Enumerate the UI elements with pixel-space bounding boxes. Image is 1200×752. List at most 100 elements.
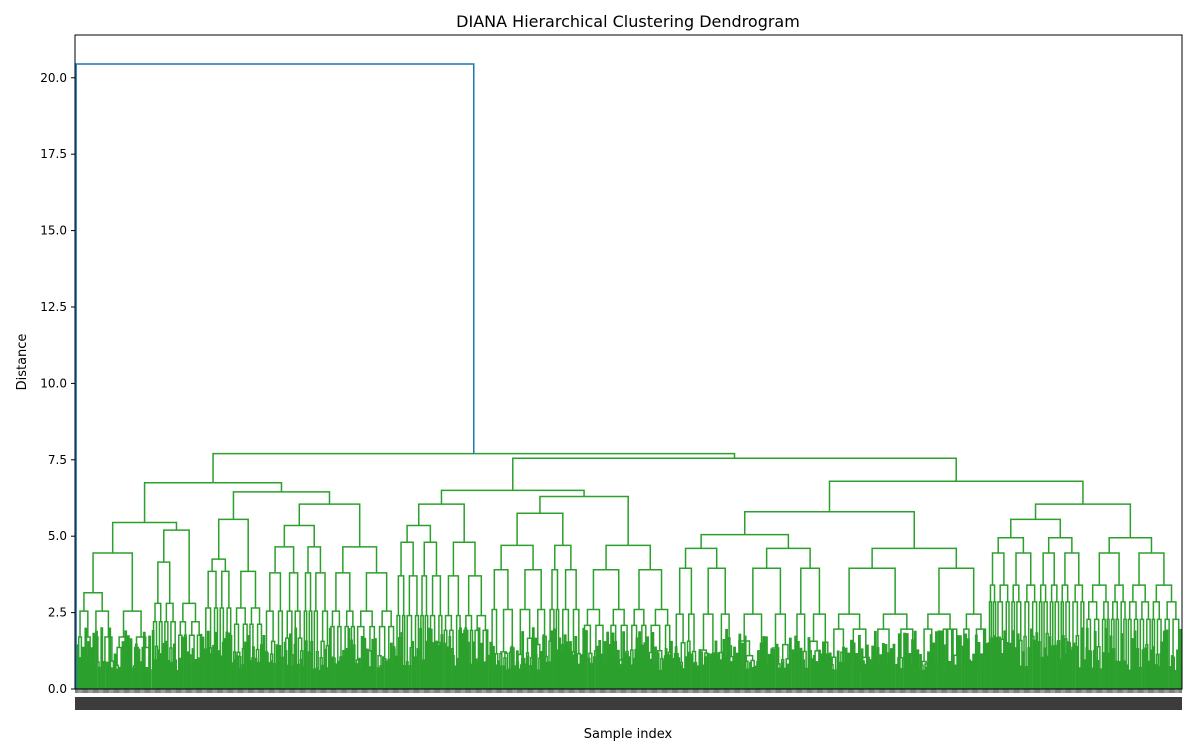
dendrogram-link [999,584,1009,602]
leaf-link [1006,642,1009,689]
dendrogram-link [493,569,509,610]
leaf-link [1000,652,1004,689]
dendrogram-link [226,607,232,637]
dendrogram-link [564,569,577,610]
y-tick-label: 5.0 [48,529,67,543]
dendrogram-link [871,547,958,569]
leaf-link [964,633,968,689]
dendrogram-link [365,572,388,612]
dendrogram-link [707,567,726,615]
dendrogram-link [304,572,312,612]
cluster-link [744,511,915,549]
dendrogram-link [1088,601,1098,620]
dendrogram-link [500,544,534,570]
dendrogram-link [1026,584,1036,602]
leaf-link [1016,633,1020,689]
y-tick-label: 10.0 [40,376,67,390]
leaf-link [1128,669,1132,689]
leaf-link [935,631,938,689]
dendrogram-link [1132,584,1146,602]
dendrogram-link [331,610,341,627]
dendrogram-link [927,613,951,630]
dendrogram-link [154,602,162,622]
cluster-link [417,503,465,543]
dendrogram-link [315,572,326,612]
dendrogram-link [633,608,645,626]
cluster-link [92,552,134,612]
cluster-link [217,518,249,572]
dendrogram-link [467,575,483,616]
dendrogram-link [182,602,197,622]
dendrogram-link [345,610,354,627]
leaf-link [913,630,917,689]
y-tick-label: 7.5 [48,453,67,467]
dendrogram-link [1050,584,1058,602]
cluster-link [828,480,1084,512]
x-axis-label: Sample index [584,727,673,742]
dendrogram-link [452,541,476,576]
leaf-link [998,636,1001,689]
dendrogram-link [1166,601,1177,620]
dendrogram-link [743,613,763,653]
dendrogram-link [221,570,230,609]
dendrogram-link [207,570,217,609]
cluster-link [163,529,190,604]
dendrogram-link [179,621,187,636]
dendrogram-link [447,575,460,616]
dendrogram-link [989,584,996,602]
plot-frame [74,34,1183,690]
dendrogram-link [1112,601,1118,620]
dendrogram-link [83,591,103,612]
dendrogram-link [765,547,811,569]
dendrogram-link [592,569,620,610]
x-axis-ticks [75,689,1182,710]
dendrogram-link [408,575,418,616]
dendrogram-link [781,643,789,660]
dendrogram-link [1012,584,1020,602]
dendrogram-link [1010,518,1062,538]
dendrogram-link [638,569,663,610]
dendrogram-link [191,621,200,636]
dendrogram-link [240,570,257,609]
dendrogram-link [1138,552,1165,586]
dendrogram-link [1152,601,1160,620]
cluster-link [1034,503,1132,538]
leaf-link [558,637,562,689]
dendrogram-link [700,533,790,549]
dendrogram-link [524,569,542,610]
dendrogram-link [342,546,378,573]
leaf-link [574,636,578,689]
dendrogram-link [1064,552,1080,586]
dendrogram-link [1098,552,1120,586]
dendrogram-link [605,544,652,570]
dendrogram-link [288,572,299,612]
dendrogram-link [307,546,322,573]
y-tick-label: 12.5 [40,300,67,314]
dendrogram-link [335,572,351,612]
dendrogram-link [965,613,982,630]
dendrogram-link [421,575,428,616]
dendrogram-link [809,640,818,651]
dendrogram-link [233,623,240,653]
dendrogram-link [196,634,202,661]
dendrogram-link [269,572,282,612]
cluster-link [512,457,957,491]
dendrogram-link [684,547,718,569]
leaf-link [956,635,960,689]
dendrogram-link [1108,536,1153,553]
dendrogram-link [431,575,442,616]
leaf-link [126,635,130,689]
dendrogram-link [991,552,1005,586]
leaf-link [474,658,478,689]
leaf-link [100,627,104,689]
dendrogram-link [664,624,671,657]
dendrogram-link [250,607,261,625]
dendrogram-link [800,567,821,615]
dendrogram-link [397,575,405,616]
leaf-link [940,630,944,689]
dendrogram-link [1103,601,1109,620]
dendrogram-link [157,561,171,604]
dendrogram-link [274,546,295,573]
dendrogram-link [1091,584,1107,602]
dendrogram-link [837,613,861,630]
